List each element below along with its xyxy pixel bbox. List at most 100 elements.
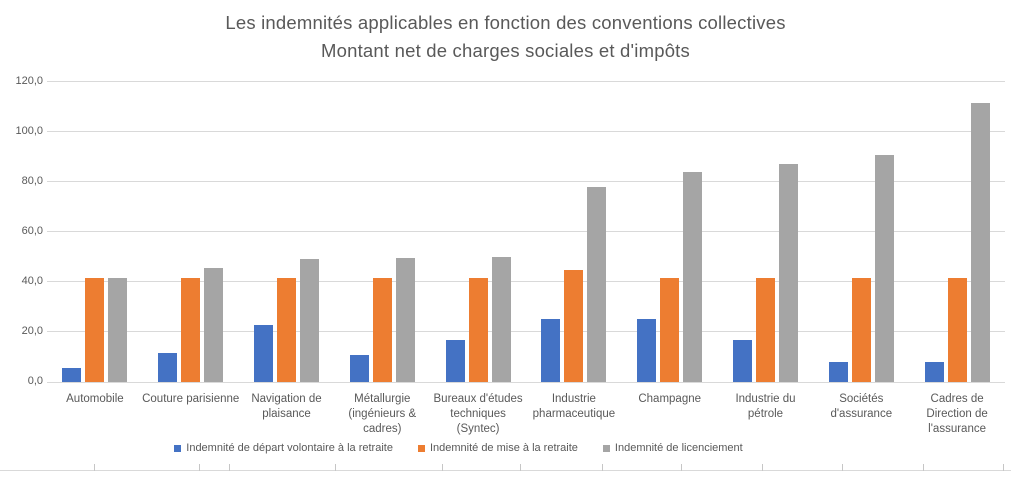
legend-label: Indemnité de mise à la retraite	[429, 442, 578, 454]
bar-group	[47, 82, 143, 382]
bar-group	[526, 82, 622, 382]
bar-series-0	[253, 324, 273, 382]
category-label: Sociétés d'assurance	[805, 392, 917, 422]
y-tick-label: 100,0	[15, 125, 43, 137]
gridline	[47, 281, 1005, 282]
bar-series-0	[637, 319, 657, 382]
y-tick-label: 80,0	[21, 175, 43, 187]
category-label-line: Champagne	[638, 393, 702, 405]
category-label-line: pharmaceutique	[532, 408, 616, 420]
worksheet-column-tick	[94, 464, 95, 471]
bar-series-1	[372, 278, 392, 382]
category-label: Couture parisienne	[135, 392, 247, 407]
bar-series-2	[874, 155, 894, 382]
bar-series-1	[181, 278, 201, 382]
category-label-line: Couture parisienne	[142, 393, 240, 405]
y-tick-label: 120,0	[15, 75, 43, 87]
category-label: Navigation de plaisance	[231, 392, 343, 422]
legend-label: Indemnité de licenciement	[614, 442, 743, 454]
legend-item: Indemnité de départ volontaire à la retr…	[174, 442, 393, 454]
category-label: Cadres de Direction de l'assurance	[901, 392, 1011, 437]
bar-series-1	[468, 278, 488, 382]
y-tick-label: 60,0	[21, 225, 43, 237]
bar-series-2	[299, 258, 319, 382]
category-label-line: (ingénieurs &	[348, 408, 417, 420]
category-label-line: Sociétés	[839, 393, 884, 405]
category-label-line: pétrole	[747, 408, 784, 420]
category-label-line: plaisance	[262, 408, 311, 420]
worksheet-column-tick	[520, 464, 521, 471]
category-label-line: Automobile	[66, 393, 124, 405]
bar-series-2	[395, 257, 415, 382]
bar-series-0	[62, 368, 82, 382]
category-label-line: Industrie du	[735, 393, 796, 405]
bar-series-0	[924, 362, 944, 382]
category-label-line: Navigation de	[251, 393, 322, 405]
bar-group	[334, 82, 430, 382]
bar-series-1	[851, 278, 871, 382]
category-label-line: Cadres de	[930, 393, 984, 405]
bar-series-1	[755, 278, 775, 382]
category-label: Industrie pharmaceutique	[518, 392, 630, 422]
bar-group	[909, 82, 1005, 382]
category-label-line: d'assurance	[830, 408, 893, 420]
plot-area	[47, 81, 1005, 383]
gridline	[47, 331, 1005, 332]
worksheet-column-tick	[681, 464, 682, 471]
worksheet-column-tick	[842, 464, 843, 471]
bar-series-1	[947, 278, 967, 382]
worksheet-column-tick	[335, 464, 336, 471]
legend-marker-icon	[174, 444, 182, 452]
category-label: Bureaux d'études techniques (Syntec)	[422, 392, 534, 437]
category-label-line: (Syntec)	[456, 423, 500, 435]
category-label-line: Bureaux d'études	[433, 393, 523, 405]
worksheet-column-tick	[442, 464, 443, 471]
bar-series-1	[564, 270, 584, 382]
bar-group	[622, 82, 718, 382]
category-label-line: l'assurance	[928, 423, 986, 435]
bar-series-0	[158, 352, 178, 382]
category-label-line: cadres)	[363, 423, 402, 435]
y-tick-label: 40,0	[21, 275, 43, 287]
bar-series-2	[683, 172, 703, 382]
bar-series-0	[445, 340, 465, 382]
bar-series-1	[276, 278, 296, 382]
category-label-line: Métallurgie	[354, 393, 411, 405]
bar-group	[143, 82, 239, 382]
worksheet-column-tick	[923, 464, 924, 471]
worksheet-column-tick	[199, 464, 200, 471]
bar-series-0	[541, 319, 561, 382]
gridline	[47, 231, 1005, 232]
bar-group	[430, 82, 526, 382]
chart-title-line2: Montant net de charges sociales et d'imp…	[321, 40, 690, 61]
category-label-line: Industrie	[551, 393, 596, 405]
bar-series-0	[828, 362, 848, 382]
bar-series-2	[491, 256, 511, 382]
legend-marker-icon	[602, 444, 610, 452]
worksheet-column-tick	[602, 464, 603, 471]
bar-series-1	[85, 278, 105, 382]
gridline	[47, 131, 1005, 132]
chart-title-line1: Les indemnités applicables en fonction d…	[225, 12, 786, 33]
legend-item: Indemnité de licenciement	[602, 442, 743, 454]
bar-group	[813, 82, 909, 382]
category-label-line: Direction de	[926, 408, 988, 420]
bar-series-2	[204, 267, 224, 382]
bar-series-2	[970, 102, 990, 382]
bar-group	[718, 82, 814, 382]
worksheet-column-tick	[762, 464, 763, 471]
category-label: Industrie du pétrole	[710, 392, 822, 422]
chart-legend: Indemnité de départ volontaire à la retr…	[0, 442, 917, 454]
category-label-line: techniques	[450, 408, 506, 420]
bar-series-0	[349, 354, 369, 382]
category-label: Automobile	[39, 392, 151, 407]
category-label: Champagne	[614, 392, 726, 407]
bar-series-0	[732, 340, 752, 382]
gridline	[47, 181, 1005, 182]
bar-series-2	[587, 187, 607, 382]
legend-label: Indemnité de départ volontaire à la retr…	[186, 442, 393, 454]
bar-series-1	[660, 278, 680, 382]
bar-series-2	[778, 163, 798, 382]
bar-series-2	[108, 278, 128, 382]
